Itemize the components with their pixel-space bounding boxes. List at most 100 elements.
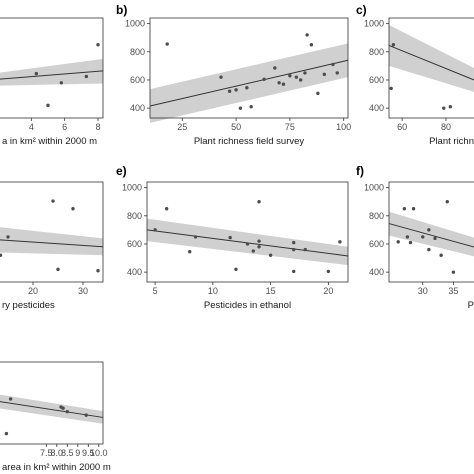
x-tick-label: 75 bbox=[285, 122, 295, 132]
x-tick-label: 25 bbox=[177, 122, 187, 132]
data-point bbox=[326, 269, 331, 274]
confidence-band bbox=[389, 25, 474, 92]
x-tick-label: 8.5 bbox=[61, 448, 74, 458]
x-tick-label: 20 bbox=[28, 286, 38, 296]
regression-line bbox=[388, 223, 474, 248]
data-point bbox=[303, 71, 307, 75]
panel-label: e) bbox=[116, 164, 127, 178]
data-point bbox=[292, 240, 296, 245]
x-tick-label: 9 bbox=[75, 448, 80, 458]
y-tick-label: 400 bbox=[127, 267, 142, 277]
regression-line bbox=[0, 239, 104, 248]
plot-frame bbox=[388, 17, 474, 119]
x-tick-label: 50 bbox=[231, 122, 241, 132]
y-tick-label: 1000 bbox=[364, 19, 384, 29]
y-tick-label: 400 bbox=[369, 103, 384, 113]
data-point bbox=[251, 249, 255, 253]
x-tick-label: 4 bbox=[29, 122, 34, 132]
x-axis-label: ry pesticides bbox=[2, 300, 55, 311]
data-point bbox=[445, 200, 449, 204]
plot-frame bbox=[0, 361, 104, 445]
data-point bbox=[227, 89, 232, 93]
plot-frame bbox=[0, 181, 104, 283]
plot-frame bbox=[388, 181, 474, 283]
data-point bbox=[268, 253, 273, 257]
x-axis-label: area in km² within 2000 m bbox=[2, 462, 111, 473]
x-axis-label: Plant richn bbox=[429, 136, 474, 147]
y-tick-label: 600 bbox=[369, 239, 384, 249]
x-tick-label: 8 bbox=[95, 122, 100, 132]
y-tick-label: 400 bbox=[369, 267, 384, 277]
data-point bbox=[338, 240, 342, 244]
x-axis-label: Plant richness field survey bbox=[194, 136, 305, 147]
x-axis-label: Pesticides in ethanol bbox=[204, 300, 291, 311]
data-point bbox=[257, 239, 261, 243]
chart-panel-a: 4 6 8 a in km² within 2000 m bbox=[0, 17, 104, 147]
y-tick-label: 800 bbox=[369, 47, 384, 57]
y-tick-label: 1000 bbox=[122, 183, 142, 193]
data-point bbox=[65, 409, 70, 414]
data-point bbox=[71, 207, 75, 211]
plot-frame bbox=[0, 17, 104, 119]
data-point bbox=[411, 207, 416, 211]
confidence-band bbox=[389, 211, 474, 257]
data-point bbox=[164, 207, 169, 211]
panel-label: c) bbox=[356, 3, 367, 17]
data-point bbox=[405, 235, 410, 239]
y-tick-label: 800 bbox=[130, 47, 145, 57]
data-point bbox=[262, 77, 266, 81]
data-point bbox=[298, 78, 303, 82]
data-point bbox=[257, 245, 261, 249]
data-point bbox=[292, 247, 296, 252]
data-point bbox=[427, 247, 431, 252]
y-tick-label: 800 bbox=[369, 211, 384, 221]
data-point bbox=[408, 240, 413, 245]
data-point bbox=[84, 413, 88, 417]
data-point bbox=[56, 267, 60, 272]
data-point bbox=[6, 235, 10, 239]
x-tick-label: 35 bbox=[448, 286, 458, 296]
chart-panel-b: 25 50 75 100 400 600 800 1000 Plant richness fie… bbox=[116, 3, 351, 147]
regression-line bbox=[0, 70, 104, 80]
confidence-band bbox=[0, 227, 103, 256]
x-tick-label: 30 bbox=[418, 286, 428, 296]
data-point bbox=[96, 269, 100, 273]
data-point bbox=[8, 397, 13, 401]
data-point bbox=[421, 235, 425, 239]
data-point bbox=[439, 253, 443, 257]
data-point bbox=[238, 106, 243, 110]
data-point bbox=[281, 82, 286, 86]
data-point bbox=[277, 81, 281, 85]
data-point bbox=[165, 42, 169, 46]
x-tick-label: 10 bbox=[208, 286, 218, 296]
x-axis-label: P bbox=[468, 300, 474, 311]
data-point bbox=[335, 71, 339, 75]
x-tick-label: 8.0 bbox=[51, 448, 64, 458]
confidence-band bbox=[147, 218, 348, 266]
data-point bbox=[234, 88, 238, 92]
x-tick-label: 15 bbox=[266, 286, 276, 296]
data-point bbox=[245, 242, 250, 246]
data-point bbox=[451, 270, 456, 274]
data-point bbox=[391, 43, 396, 47]
data-point bbox=[427, 228, 431, 232]
y-tick-label: 1000 bbox=[125, 19, 145, 29]
x-tick-label: 5 bbox=[153, 286, 158, 296]
data-point bbox=[396, 240, 400, 244]
data-point bbox=[51, 199, 55, 203]
panel-label: f) bbox=[356, 164, 364, 178]
plot-frame bbox=[146, 181, 349, 283]
data-point bbox=[316, 91, 320, 96]
data-point bbox=[273, 66, 277, 70]
x-tick-label: 7.5 bbox=[40, 448, 53, 458]
data-point bbox=[153, 228, 157, 232]
data-point bbox=[292, 269, 296, 274]
y-tick-label: 800 bbox=[127, 211, 142, 221]
regression-line bbox=[149, 59, 349, 107]
data-point bbox=[34, 71, 39, 76]
y-tick-label: 1000 bbox=[364, 183, 384, 193]
data-point bbox=[309, 43, 314, 47]
data-point bbox=[305, 33, 309, 37]
data-point bbox=[303, 247, 307, 252]
